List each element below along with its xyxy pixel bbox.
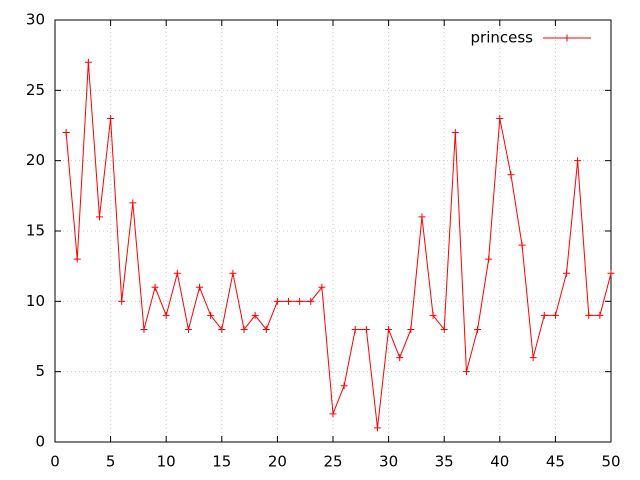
point-marker	[563, 269, 571, 277]
x-tick-label: 15	[212, 453, 231, 471]
point-marker	[329, 410, 337, 418]
point-marker	[318, 283, 326, 291]
y-tick-label: 20	[26, 151, 45, 169]
point-marker	[107, 114, 115, 122]
y-tick-label: 0	[35, 433, 45, 451]
data-line	[65, 62, 612, 428]
point-marker	[462, 368, 470, 376]
point-marker	[273, 297, 281, 305]
point-marker	[207, 311, 215, 319]
point-marker	[62, 129, 70, 137]
point-marker	[574, 157, 582, 165]
x-tick-label: 20	[268, 453, 287, 471]
point-marker	[296, 297, 304, 305]
point-marker	[95, 213, 103, 221]
y-tick-label: 15	[26, 222, 45, 240]
y-tick-label: 25	[26, 81, 45, 99]
point-marker	[485, 255, 493, 263]
x-tick-label: 50	[601, 453, 620, 471]
point-marker	[385, 325, 393, 333]
x-tick-label: 45	[546, 453, 565, 471]
y-tick-label: 10	[26, 292, 45, 310]
point-marker	[73, 255, 81, 263]
point-marker	[84, 58, 92, 66]
point-marker	[596, 311, 604, 319]
point-marker	[373, 424, 381, 432]
legend-label: princess	[471, 29, 534, 47]
point-marker	[151, 283, 159, 291]
point-marker	[140, 325, 148, 333]
point-marker	[262, 325, 270, 333]
y-tick-label: 5	[35, 362, 45, 380]
point-marker	[162, 311, 170, 319]
point-marker	[407, 325, 415, 333]
plot-frame	[54, 19, 612, 443]
point-marker	[551, 311, 559, 319]
x-tick-label: 35	[435, 453, 454, 471]
point-marker	[285, 297, 293, 305]
x-tick-label: 40	[490, 453, 509, 471]
x-tick-label: 5	[106, 453, 116, 471]
point-marker	[396, 354, 404, 362]
point-marker	[418, 213, 426, 221]
point-marker	[451, 129, 459, 137]
point-marker	[173, 269, 181, 277]
x-tick-label: 0	[50, 453, 60, 471]
point-marker	[240, 325, 248, 333]
x-tick-label: 30	[379, 453, 398, 471]
point-marker	[307, 297, 315, 305]
point-marker	[507, 171, 515, 179]
y-tick-label: 30	[26, 11, 45, 29]
point-marker	[518, 241, 526, 249]
point-marker	[607, 269, 615, 277]
point-marker	[251, 311, 259, 319]
x-tick-label: 10	[157, 453, 176, 471]
point-marker	[340, 382, 348, 390]
point-marker	[496, 114, 504, 122]
x-tick-label: 25	[323, 453, 342, 471]
point-marker	[540, 311, 548, 319]
point-marker	[218, 325, 226, 333]
point-marker	[229, 269, 237, 277]
point-marker	[351, 325, 359, 333]
point-marker	[184, 325, 192, 333]
legend-marker	[563, 34, 571, 42]
point-marker	[129, 199, 137, 207]
point-marker	[362, 325, 370, 333]
point-marker	[196, 283, 204, 291]
point-marker	[529, 354, 537, 362]
point-marker	[118, 297, 126, 305]
point-marker	[474, 325, 482, 333]
point-marker	[440, 325, 448, 333]
point-marker	[429, 311, 437, 319]
point-marker	[585, 311, 593, 319]
